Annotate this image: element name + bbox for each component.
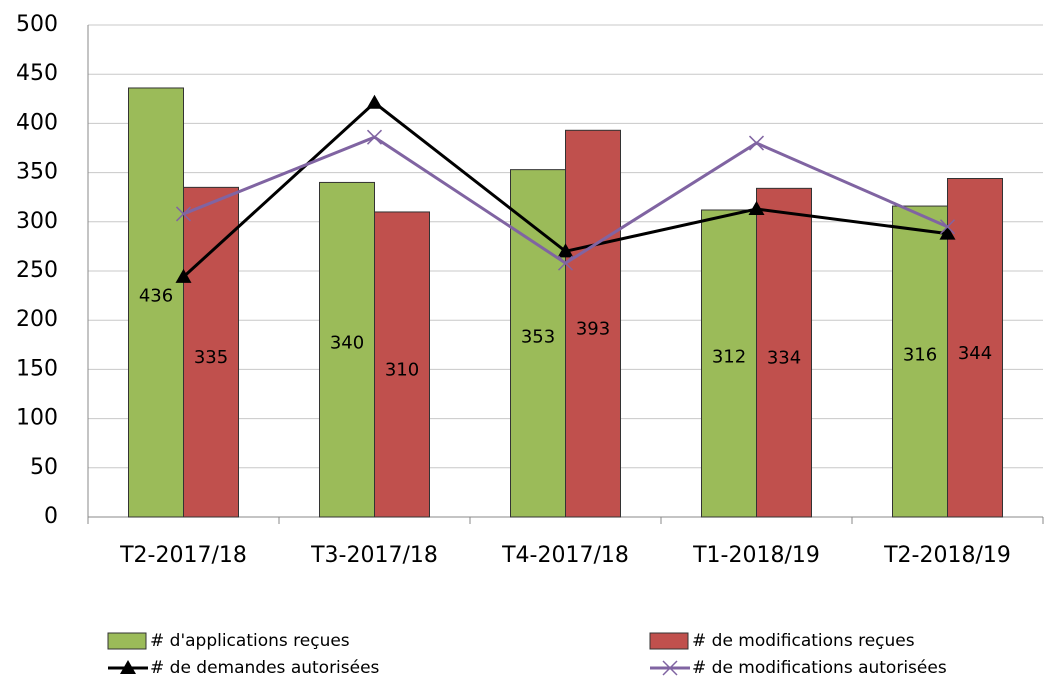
- bar: [374, 211, 430, 518]
- data-label: 316: [903, 345, 937, 366]
- data-label: 312: [712, 346, 746, 367]
- line-marker: [175, 268, 192, 283]
- x-tick-label: T3-2017/18: [310, 543, 438, 568]
- y-tick-label: 250: [16, 258, 58, 283]
- data-label: 436: [139, 285, 173, 306]
- line-marker: [557, 243, 574, 258]
- data-label: 353: [521, 326, 555, 347]
- bar: [319, 181, 375, 518]
- line-marker: [557, 255, 574, 271]
- data-label: 340: [330, 333, 364, 354]
- line-marker: [939, 219, 956, 235]
- bar: [892, 205, 948, 518]
- y-tick-label: 200: [16, 307, 58, 332]
- legend-swatch: [649, 632, 689, 650]
- x-tick-label: T2-2017/18: [119, 543, 247, 568]
- line-marker: [939, 225, 956, 240]
- line-marker: [175, 206, 192, 222]
- y-tick-label: 500: [16, 12, 58, 37]
- legend-marker: [662, 660, 678, 676]
- data-label: 334: [767, 348, 801, 369]
- bar: [565, 129, 621, 518]
- x-tick-label: T4-2017/18: [501, 543, 629, 568]
- bar: [701, 209, 757, 518]
- bar: [947, 178, 1003, 518]
- legend-label: # de modifications reçues: [692, 631, 915, 651]
- line-marker: [748, 135, 765, 151]
- data-label: 344: [958, 343, 992, 364]
- bar: [128, 87, 184, 518]
- legend-swatch: [107, 632, 147, 650]
- legend-label: # d'applications reçues: [150, 631, 350, 651]
- data-label: 335: [194, 347, 228, 368]
- data-label: 393: [576, 319, 610, 340]
- x-tick-label: T1-2018/19: [692, 543, 820, 568]
- line-marker: [748, 201, 765, 216]
- y-tick-label: 400: [16, 110, 58, 135]
- bar: [510, 169, 566, 518]
- data-label: 310: [385, 359, 419, 380]
- legend-label: # de demandes autorisées: [150, 658, 380, 678]
- bar: [183, 186, 239, 518]
- line-marker: [366, 94, 383, 109]
- legend-label: # de modifications autorisées: [692, 658, 947, 678]
- y-tick-label: 350: [16, 160, 58, 185]
- x-tick-label: T2-2018/19: [883, 543, 1011, 568]
- line-marker: [366, 129, 383, 145]
- y-tick-label: 50: [30, 455, 58, 480]
- y-tick-label: 450: [16, 61, 58, 86]
- y-tick-label: 150: [16, 356, 58, 381]
- y-tick-label: 0: [44, 504, 58, 529]
- y-tick-label: 300: [16, 209, 58, 234]
- legend-marker: [120, 660, 136, 674]
- bar: [756, 187, 812, 518]
- y-tick-label: 100: [16, 406, 58, 431]
